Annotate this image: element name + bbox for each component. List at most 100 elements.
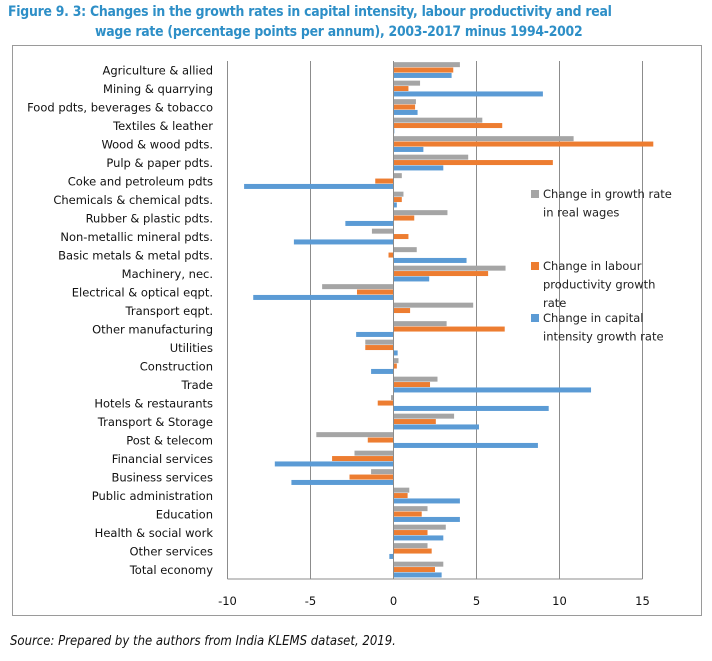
bar-capital_intensity-5 [393,165,444,171]
bar-real_wages-22 [371,469,394,475]
bar-labour_productivity-20 [367,437,394,443]
category-label: Machinery, nec. [122,267,213,281]
source-note: Source: Prepared by the authors from Ind… [10,634,396,649]
x-tick-label: -10 [218,594,237,608]
category-label: Trade [181,378,214,392]
bar-labour_productivity-1 [393,86,409,92]
bar-capital_intensity-8 [345,220,394,226]
bar-real_wages-8 [393,210,448,216]
bar-capital_intensity-15 [393,350,398,356]
category-label: Coke and petroleum pdts [68,174,213,188]
bar-capital_intensity-22 [291,479,394,485]
bar-real_wages-18 [391,395,394,401]
category-label: Hotels & restaurants [94,396,213,410]
category-label: Basic metals & metal pdts. [58,248,213,262]
category-label: Chemicals & chemical pdts. [53,193,213,207]
bar-real_wages-2 [393,99,416,105]
category-label: Total economy [129,563,213,577]
category-label: Food pdts, beverages & tobacco [27,100,213,114]
bar-capital_intensity-7 [393,202,397,208]
bars [244,61,654,579]
bar-labour_productivity-7 [393,197,402,203]
bar-real_wages-19 [393,413,455,419]
x-tick-label: 0 [390,594,397,608]
category-label: Electrical & optical eqpt. [72,285,213,299]
category-label: Wood & wood pdts. [101,137,213,151]
bar-labour_productivity-4 [393,141,654,147]
bar-labour_productivity-0 [393,67,454,73]
bar-real_wages-6 [393,173,402,179]
bar-capital_intensity-16 [371,368,394,374]
x-axis-tick-labels: -10 -5 0 5 10 15 [218,594,650,608]
bar-labour_productivity-24 [393,511,422,517]
legend-swatch-labour_productivity [531,262,539,270]
bar-capital_intensity-4 [393,146,424,152]
bar-labour_productivity-5 [393,160,553,166]
bar-labour_productivity-26 [393,548,432,554]
bar-capital_intensity-2 [393,109,418,115]
bar-labour_productivity-13 [393,308,411,314]
bar-capital_intensity-1 [393,91,543,97]
bar-real_wages-11 [393,265,506,271]
x-tick-label: 5 [473,594,480,608]
bar-labour_productivity-15 [365,345,394,351]
category-label: Business services [111,470,213,484]
bar-real_wages-7 [393,191,404,197]
bar-capital_intensity-11 [393,276,430,282]
legend: Change in growth rate in real wages Change… [531,187,672,344]
bar-labour_productivity-8 [393,215,415,221]
bar-real_wages-24 [393,506,428,512]
bar-labour_productivity-25 [393,530,428,536]
bar-capital_intensity-25 [393,535,444,541]
category-label: Transport eqpt. [125,304,213,318]
bar-labour_productivity-27 [393,567,435,573]
category-label: Health & social work [95,526,214,540]
bar-capital_intensity-26 [389,553,394,559]
bar-real_wages-26 [393,543,428,549]
bar-real_wages-23 [393,487,410,493]
bar-labour_productivity-10 [388,252,394,258]
legend-swatch-real_wages [531,190,539,198]
bar-real_wages-13 [393,302,474,308]
bar-labour_productivity-18 [377,400,394,406]
bar-capital_intensity-0 [393,72,452,78]
bar-real_wages-25 [393,524,446,530]
bar-real_wages-10 [393,247,417,253]
bar-real_wages-17 [393,376,438,382]
bar-labour_productivity-19 [393,419,436,425]
bar-capital_intensity-18 [393,405,549,411]
bar-labour_productivity-14 [393,326,505,332]
bar-labour_productivity-22 [349,474,394,480]
category-labels: Agriculture & allied Mining & quarrying Fo… [27,63,213,577]
bar-labour_productivity-23 [393,493,408,499]
bar-real_wages-5 [393,154,469,160]
bar-labour_productivity-2 [393,104,416,110]
category-label: Mining & quarrying [103,82,213,96]
bar-labour_productivity-11 [393,271,489,277]
bar-labour_productivity-3 [393,123,503,129]
bar-real_wages-14 [393,321,447,327]
category-label: Other services [130,544,214,558]
legend-label-labour_productivity: Change in labour [543,259,642,273]
chart-frame [12,45,702,616]
category-label: Other manufacturing [92,322,213,336]
bar-real_wages-15 [365,339,394,345]
legend-label-capital_intensity: intensity growth rate [543,330,664,344]
category-label: Rubber & plastic pdts. [86,211,213,225]
category-label: Post & telecom [126,433,213,447]
bar-real_wages-20 [316,432,394,438]
bar-capital_intensity-27 [393,572,442,578]
bar-labour_productivity-21 [332,456,394,462]
figure-title-line-1: Figure 9. 3: Changes in the growth rates… [8,4,612,20]
bar-capital_intensity-21 [274,461,394,467]
bar-real_wages-27 [393,561,444,567]
bar-labour_productivity-6 [375,178,394,184]
x-tick-label: -5 [305,594,316,608]
category-label: Construction [140,359,213,373]
bar-labour_productivity-9 [393,234,409,240]
category-label: Pulp & paper pdts. [106,156,213,170]
legend-label-real_wages: Change in growth rate [543,187,672,201]
bar-real_wages-12 [322,284,394,290]
category-label: Non-metallic mineral pdts. [60,230,213,244]
